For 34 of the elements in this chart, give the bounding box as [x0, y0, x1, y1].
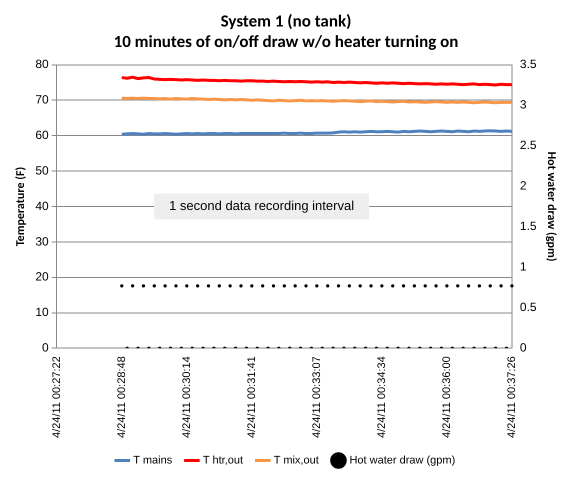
legend-label: T mains [133, 454, 173, 467]
y2-tick-label: 1 [520, 260, 527, 274]
y-axis-title: Temperature (F) [14, 166, 28, 246]
x-tick-label: 4/24/11 00:36:00 [440, 356, 453, 438]
x-tick-label: 4/24/11 00:27:22 [50, 356, 63, 438]
y2-tick-label: 2 [520, 178, 527, 193]
chart-subtitle: 10 minutes of on/off draw w/o heater turning on [114, 30, 458, 52]
x-tick-label: 4/24/11 00:33:07 [310, 356, 323, 438]
x-tick-label: 4/24/11 00:30:14 [180, 356, 193, 438]
y-tick-label: 10 [35, 305, 50, 320]
legend-label: T mix,out [274, 454, 319, 467]
y-tick-label: 30 [35, 234, 50, 248]
y2-tick-label: 3.5 [520, 57, 537, 72]
y-tick-label: 60 [35, 128, 50, 142]
y2-tick-label: 0 [520, 340, 527, 355]
chart-title: System 1 (no tank) [220, 10, 352, 32]
y-tick-label: 70 [35, 92, 50, 107]
y-tick-label: 20 [35, 270, 50, 284]
y-tick-label: 80 [35, 57, 50, 72]
y2-tick-label: 3 [520, 98, 527, 112]
y2-tick-label: 2.5 [520, 138, 537, 152]
x-tick-label: 4/24/11 00:28:48 [116, 356, 128, 438]
x-tick-label: 4/24/11 00:34:34 [376, 356, 388, 438]
legend-label: Hot water draw (gpm) [349, 454, 456, 467]
x-tick-label: 4/24/11 00:31:41 [246, 356, 258, 438]
y-tick-label: 40 [35, 198, 50, 213]
legend-label: T htr,out [202, 454, 244, 467]
y-tick-label: 0 [42, 340, 50, 355]
y2-axis-title: Hot water draw (gpm) [544, 152, 558, 262]
x-tick-label: 4/24/11 00:37:26 [506, 356, 518, 438]
y2-tick-label: 0.5 [520, 300, 537, 314]
y2-tick-label: 1.5 [520, 219, 537, 234]
annotation: 1 second data recording interval [169, 198, 354, 214]
y-tick-label: 50 [35, 163, 50, 178]
